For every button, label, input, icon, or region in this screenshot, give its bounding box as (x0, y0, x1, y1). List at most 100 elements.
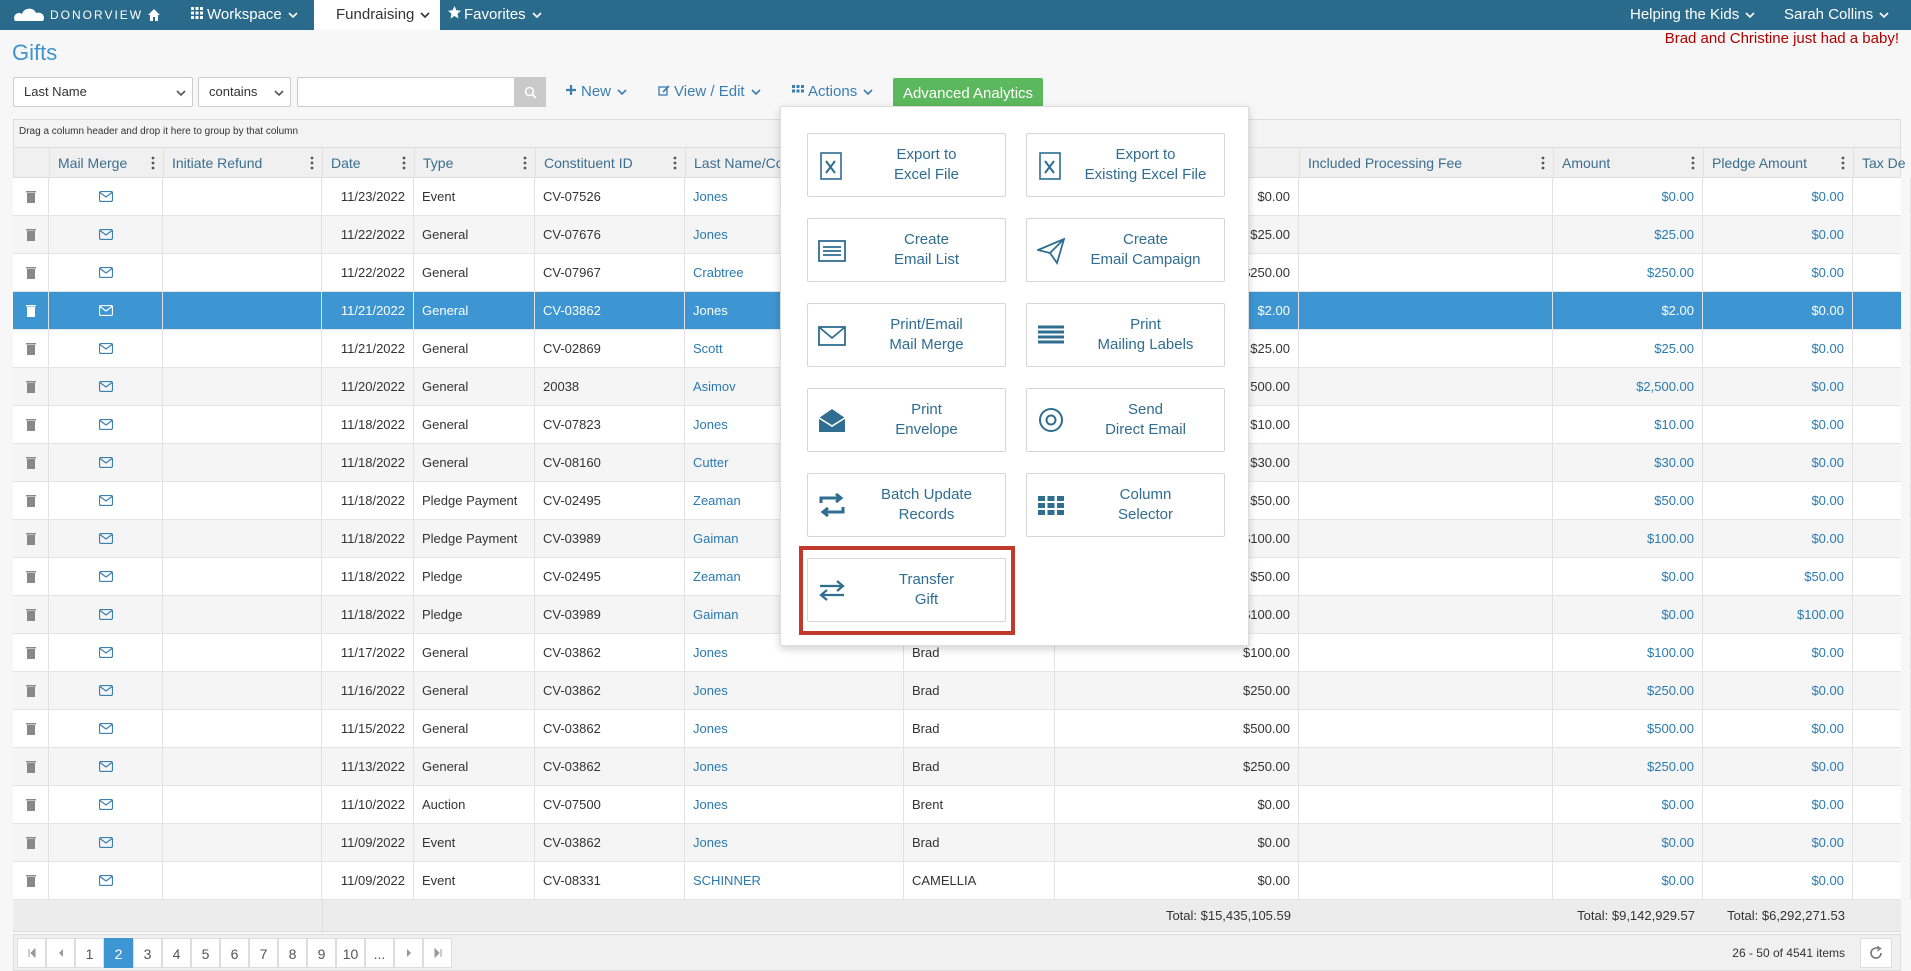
cell-text[interactable]: Jones (693, 189, 728, 204)
toolbar-button[interactable]: View / Edit (658, 77, 761, 107)
cell-text[interactable]: Jones (693, 835, 728, 850)
menu-item-icon (1039, 408, 1063, 432)
notice[interactable]: Brad and Christine just had a baby! (1664, 30, 1899, 47)
user-menu[interactable]: Sarah Collins (1784, 0, 1889, 30)
first-page[interactable] (17, 938, 46, 968)
cell-text[interactable]: Cutter (693, 455, 729, 470)
grid-row[interactable]: 11/13/2022 General CV-03862 Jones Brad $250.0… (13, 748, 1911, 786)
nav-menu[interactable]: Fundraising (314, 0, 440, 30)
page-button[interactable]: 8 (278, 938, 307, 968)
cell: Total: $15,435,105.59 (1055, 900, 1299, 931)
column-header[interactable]: Type (423, 154, 454, 171)
next-page[interactable] (394, 938, 423, 968)
column-header[interactable]: Included Processing Fee (1308, 154, 1463, 171)
cell-text[interactable]: Jones (693, 417, 728, 432)
column-header[interactable]: Amount (1562, 154, 1611, 171)
column-header[interactable]: Mail Merge (58, 154, 128, 171)
cell-text[interactable]: Jones (693, 797, 728, 812)
page-button[interactable]: 7 (249, 938, 278, 968)
column-header[interactable]: Tax De (1862, 154, 1906, 171)
mail-icon (98, 191, 113, 202)
cell-text[interactable]: Jones (693, 303, 728, 318)
home-link[interactable] (147, 0, 161, 30)
refresh-button[interactable] (1860, 938, 1892, 968)
cell (13, 444, 49, 481)
page-button[interactable]: 10 (336, 938, 365, 968)
cell-text[interactable]: Gaiman (693, 531, 739, 546)
operator-select-value: contains (209, 84, 258, 99)
menu-item-label: Column Selector (1067, 474, 1224, 536)
nav-menu[interactable]: Workspace (183, 0, 313, 30)
menu-item[interactable]: Print Mailing Labels (1026, 303, 1225, 367)
cell-text[interactable]: Jones (693, 721, 728, 736)
nav-menu-label: Favorites (464, 6, 526, 23)
prev-page[interactable] (46, 938, 75, 968)
cell-text[interactable]: Jones (693, 645, 728, 660)
page-button[interactable]: 3 (133, 938, 162, 968)
cell-text[interactable]: Scott (693, 341, 723, 356)
nav-menu[interactable]: Favorites (440, 0, 555, 30)
grid-row[interactable]: 11/09/2022 Event CV-03862 Jones Brad $0.00 $0.… (13, 824, 1911, 862)
cell: General (414, 634, 535, 671)
cell-text[interactable]: Gaiman (693, 607, 739, 622)
menu-item[interactable]: Print/Email Mail Merge (807, 303, 1006, 367)
cell-text[interactable]: Jones (693, 227, 728, 242)
page-button[interactable]: 1 (75, 938, 104, 968)
menu-item-icon-shape (1047, 503, 1055, 508)
mail-icon (98, 267, 113, 278)
page-button[interactable]: 9 (307, 938, 336, 968)
last-page[interactable] (423, 938, 452, 968)
organization-menu[interactable]: Helping the Kids (1630, 0, 1755, 30)
page-button[interactable]: 5 (191, 938, 220, 968)
menu-item[interactable]: Create Email Campaign (1026, 218, 1225, 282)
search-button[interactable] (515, 77, 546, 107)
menu-item[interactable]: Print Envelope (807, 388, 1006, 452)
menu-item[interactable]: Create Email List (807, 218, 1006, 282)
cell-text[interactable]: Crabtree (693, 265, 744, 280)
field-select[interactable]: Last Name (13, 77, 193, 107)
cell: $0.00 (1055, 862, 1299, 899)
column-header[interactable]: Initiate Refund (172, 154, 263, 171)
menu-item[interactable]: Transfer Gift (807, 558, 1006, 622)
menu-item[interactable]: Batch Update Records (807, 473, 1006, 537)
column-header[interactable]: Date (331, 154, 361, 171)
toolbar-button[interactable]: New (565, 77, 627, 107)
page-button[interactable]: 6 (220, 938, 249, 968)
grid-row[interactable]: 11/15/2022 General CV-03862 Jones Brad $500.0… (13, 710, 1911, 748)
cell-text[interactable]: SCHINNER (693, 873, 761, 888)
column-header[interactable]: Last Name/Co (694, 154, 784, 171)
cell (163, 216, 322, 253)
cell (163, 178, 322, 215)
page-button[interactable]: 2 (104, 938, 133, 968)
toolbar-button[interactable]: Actions (792, 77, 873, 107)
cell-text[interactable]: Zeaman (693, 493, 741, 508)
menu-item[interactable]: Column Selector (1026, 473, 1225, 537)
search-input[interactable] (297, 77, 515, 107)
cell-text[interactable]: Zeaman (693, 569, 741, 584)
column-header[interactable]: Constituent ID (544, 154, 633, 171)
cell: $250.00 (1553, 748, 1703, 785)
grid-row[interactable]: 11/09/2022 Event CV-08331 SCHINNER CAMELLIA $… (13, 862, 1911, 900)
menu-item-label: Export to Excel File (848, 134, 1005, 196)
cell-text: Pledge (422, 607, 463, 622)
column-header[interactable]: Pledge Amount (1712, 154, 1807, 171)
operator-select[interactable]: contains (198, 77, 291, 107)
menu-item[interactable]: Send Direct Email (1026, 388, 1225, 452)
menu-item-icon-shape (818, 326, 846, 340)
cell-text[interactable]: Jones (693, 759, 728, 774)
cell (49, 330, 163, 367)
cell: CV-03989 (535, 596, 685, 633)
grid-row[interactable]: 11/10/2022 Auction CV-07500 Jones Brent $0.00… (13, 786, 1911, 824)
delete-icon-shape (25, 836, 36, 838)
page-button[interactable]: 4 (162, 938, 191, 968)
grid-row[interactable]: 11/16/2022 General CV-03862 Jones Brad $250.0… (13, 672, 1911, 710)
menu-item[interactable]: Export to Existing Excel File (1026, 133, 1225, 197)
cell-text[interactable]: Asimov (693, 379, 736, 394)
analytics-button[interactable]: Advanced Analytics (893, 78, 1043, 110)
cell (1853, 596, 1911, 633)
cell: $2.00 (1553, 292, 1703, 329)
cell-text[interactable]: Jones (693, 683, 728, 698)
more-pages[interactable]: ... (365, 938, 394, 968)
menu-item[interactable]: Export to Excel File (807, 133, 1006, 197)
cell (163, 482, 322, 519)
